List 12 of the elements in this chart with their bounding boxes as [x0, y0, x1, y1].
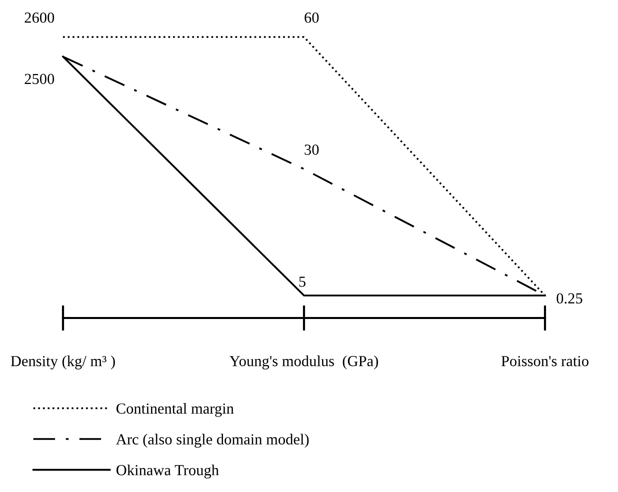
x-tick-label: Poisson's ratio — [501, 356, 588, 366]
annotation: 30 — [304, 144, 319, 155]
legend-label: Continental margin — [116, 402, 234, 417]
legend-label: Okinawa Trough — [116, 464, 219, 478]
x-tick-label: Young's modulus (GPa) — [230, 356, 378, 370]
annotation: 2600 — [24, 12, 54, 23]
x-tick-label: Density (kg/ m³ ) — [10, 356, 115, 370]
annotation: 0.25 — [556, 293, 582, 304]
annotation: 5 — [299, 276, 306, 287]
annotation: 2500 — [24, 74, 54, 84]
legend-label: Arc (also single domain model) — [116, 434, 309, 448]
annotation: 60 — [304, 12, 319, 23]
